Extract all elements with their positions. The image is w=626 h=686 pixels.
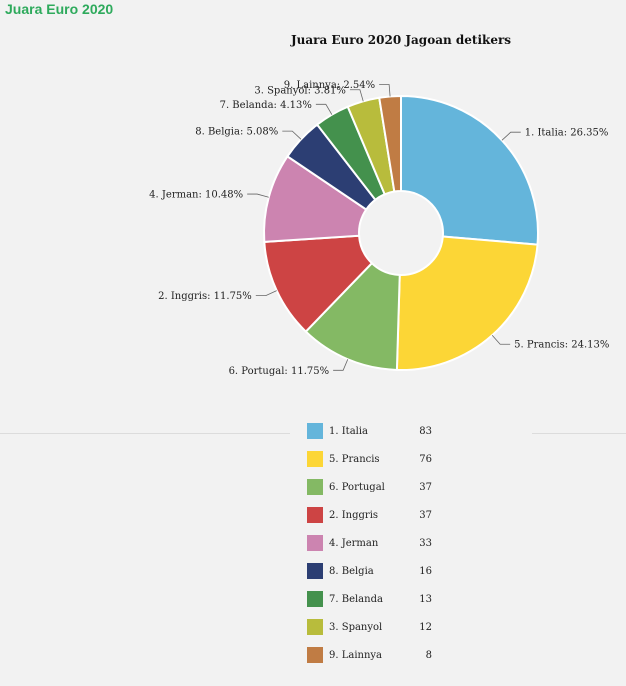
chart-title: Juara Euro 2020 Jagoan detikers [290,33,512,47]
legend-value: 13 [419,593,432,605]
pie-slice[interactable] [304,261,401,371]
slice-data-label: 1. Italia: 26.35% [525,128,609,139]
legend-item[interactable]: 4. Jerman 33 [307,529,437,557]
legend-item[interactable]: 5. Prancis 76 [307,445,437,473]
slice-leader-line [282,130,302,140]
legend-item[interactable]: 8. Belgia 16 [307,557,437,585]
legend-item[interactable]: 7. Belanda 13 [307,585,437,613]
legend-item[interactable]: 3. Spanyol 12 [307,613,437,641]
legend-label: 7. Belanda [329,593,383,605]
legend-swatch [307,507,323,523]
legend-swatch [307,591,323,607]
legend-item[interactable]: 1. Italia 83 [307,417,437,445]
slice-leader-line [349,89,364,102]
slice-data-label: 3. Spanyol: 3.81% [254,85,346,96]
legend-label: 5. Prancis [329,453,380,465]
slice-data-label: 7. Belanda: 4.13% [220,100,312,111]
slice-leader-line [247,193,269,198]
legend-swatch [307,423,323,439]
slice-leader-line [501,131,521,141]
slice-data-label: 5. Prancis: 24.13% [514,340,609,351]
divider-right [532,433,626,434]
legend-value: 76 [419,453,432,465]
legend-value: 33 [419,537,432,549]
legend-swatch [307,563,323,579]
legend-swatch [307,619,323,635]
legend-label: 4. Jerman [329,537,379,549]
slice-data-label: 2. Inggris: 11.75% [158,291,252,302]
slice-leader-line [333,359,349,371]
page-heading: Juara Euro 2020 [5,1,114,17]
slice-leader-line [379,84,391,97]
legend-item[interactable]: 9. Lainnya 8 [307,641,437,669]
legend-value: 8 [425,649,432,661]
slice-leader-line [315,103,333,115]
legend-label: 1. Italia [329,425,369,437]
legend-value: 37 [419,481,432,493]
chart-legend: 1. Italia 83 5. Prancis 76 6. Portugal 37 2. I… [307,417,437,669]
legend-value: 12 [419,621,432,633]
slice-leader-line [491,335,511,345]
slice-data-label: 8. Belgia: 5.08% [195,127,278,138]
legend-swatch [307,479,323,495]
divider-left [0,433,290,434]
donut-chart: 1. Italia: 26.35% 5. Prancis: 24.13% 6. Po… [149,80,609,377]
legend-value: 83 [419,425,432,437]
slice-leader-line [255,290,277,297]
legend-label: 3. Spanyol [329,621,383,633]
pie-slice[interactable] [395,235,539,371]
slice-data-label: 4. Jerman: 10.48% [149,190,243,201]
legend-item[interactable]: 6. Portugal 37 [307,473,437,501]
pie-slice[interactable] [378,94,402,193]
legend-label: 9. Lainnya [329,649,383,661]
legend-label: 2. Inggris [329,509,379,521]
legend-swatch [307,451,323,467]
slice-data-label: 6. Portugal: 11.75% [229,366,330,377]
legend-label: 8. Belgia [329,565,374,577]
legend-swatch [307,647,323,663]
legend-value: 37 [419,509,432,521]
legend-swatch [307,535,323,551]
pie-slice[interactable] [400,94,539,246]
legend-item[interactable]: 2. Inggris 37 [307,501,437,529]
slice-data-label: 9. Lainnya: 2.54% [284,80,375,91]
legend-value: 16 [419,565,432,577]
legend-label: 6. Portugal [329,481,385,493]
pie-slice[interactable] [263,234,374,333]
